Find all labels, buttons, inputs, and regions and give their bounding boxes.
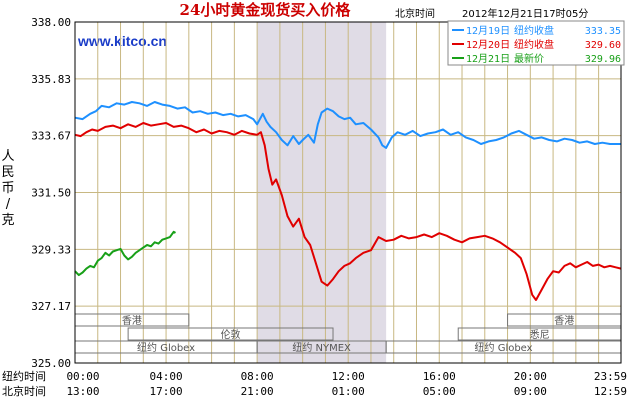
x-tick-label: 20:00 bbox=[514, 370, 547, 383]
x-tick-label: 04:00 bbox=[150, 370, 183, 383]
plot-frame bbox=[74, 21, 622, 364]
x-row-label: 纽约时间 bbox=[2, 369, 46, 383]
legend-series-text: 纽约收盘 bbox=[514, 24, 554, 37]
chart-title: 24小时黄金现货买入价格 bbox=[180, 1, 352, 19]
y-tick-label: 329.33 bbox=[31, 243, 71, 256]
x-tick-label: 08:00 bbox=[241, 370, 274, 383]
series-line bbox=[74, 122, 622, 301]
session-label: 悉尼 bbox=[530, 329, 550, 341]
legend-series-value: 333.35 bbox=[585, 26, 621, 37]
legend-series-text: 纽约收盘 bbox=[514, 38, 554, 51]
session-label: 香港 bbox=[554, 315, 574, 327]
session-label: 纽约 NYMEX bbox=[292, 341, 351, 354]
x-tick-label: 12:59 bbox=[594, 385, 627, 398]
y-axis-label: 人民币/克 bbox=[1, 149, 14, 228]
y-label-char: 人 bbox=[1, 149, 14, 164]
legend: 12月19日 纽约收盘 333.35 12月20日 纽约收盘 329.60 12月21日 最新… bbox=[447, 20, 625, 66]
y-tick-label: 331.50 bbox=[31, 187, 71, 200]
y-label-char: 克 bbox=[1, 213, 14, 228]
x-tick-label: 17:00 bbox=[150, 385, 183, 398]
legend-series-name: 12月19日 bbox=[466, 25, 510, 37]
legend-series-name: 12月21日 bbox=[466, 53, 510, 65]
x-tick-label: 12:00 bbox=[332, 370, 365, 383]
session-label: 纽约 Globex bbox=[475, 341, 533, 354]
series-line bbox=[74, 230, 177, 277]
x-tick-label: 21:00 bbox=[241, 385, 274, 398]
x-tick-label: 01:00 bbox=[332, 385, 365, 398]
legend-series-text: 最新价 bbox=[514, 52, 544, 65]
y-label-char: 民 bbox=[1, 165, 14, 180]
y-tick-label: 333.67 bbox=[31, 130, 71, 143]
timezone-label: 北京时间 bbox=[395, 7, 435, 20]
y-tick-label: 335.83 bbox=[31, 73, 71, 86]
session-label: 纽约 Globex bbox=[137, 341, 195, 354]
website-label: www.kitco.cn bbox=[77, 33, 167, 49]
series-line bbox=[74, 101, 621, 149]
y-label-char: / bbox=[6, 197, 11, 212]
x-tick-label: 05:00 bbox=[423, 385, 456, 398]
legend-box bbox=[447, 20, 625, 66]
y-tick-label: 327.17 bbox=[31, 300, 71, 313]
x-axis-ticks: 纽约时间 00:00 04:00 08:00 12:00 16:00 20:00 23:59 北… bbox=[2, 369, 627, 398]
timestamp: 2012年12月21日17时05分 bbox=[462, 7, 588, 20]
grid-lines bbox=[75, 22, 621, 363]
x-row-label: 北京时间 bbox=[2, 384, 46, 398]
x-tick-label: 09:00 bbox=[514, 385, 547, 398]
legend-series-name: 12月20日 bbox=[466, 39, 510, 51]
session-label: 香港 bbox=[122, 315, 142, 327]
y-axis-ticks: 338.00 335.83 333.67 331.50 329.33 327.17 325.… bbox=[31, 16, 71, 370]
session-label: 伦敦 bbox=[221, 328, 241, 341]
legend-series-value: 329.60 bbox=[585, 40, 621, 51]
y-tick-label: 338.00 bbox=[31, 16, 71, 29]
y-label-char: 币 bbox=[1, 181, 14, 196]
x-tick-label: 00:00 bbox=[66, 370, 99, 383]
x-tick-label: 13:00 bbox=[66, 385, 99, 398]
legend-series-value: 329.96 bbox=[585, 54, 621, 65]
y-tick-label: 325.00 bbox=[31, 357, 71, 370]
x-tick-label: 16:00 bbox=[423, 370, 456, 383]
x-tick-label: 23:59 bbox=[594, 370, 627, 383]
session-bar bbox=[127, 327, 334, 341]
price-lines bbox=[74, 101, 622, 301]
